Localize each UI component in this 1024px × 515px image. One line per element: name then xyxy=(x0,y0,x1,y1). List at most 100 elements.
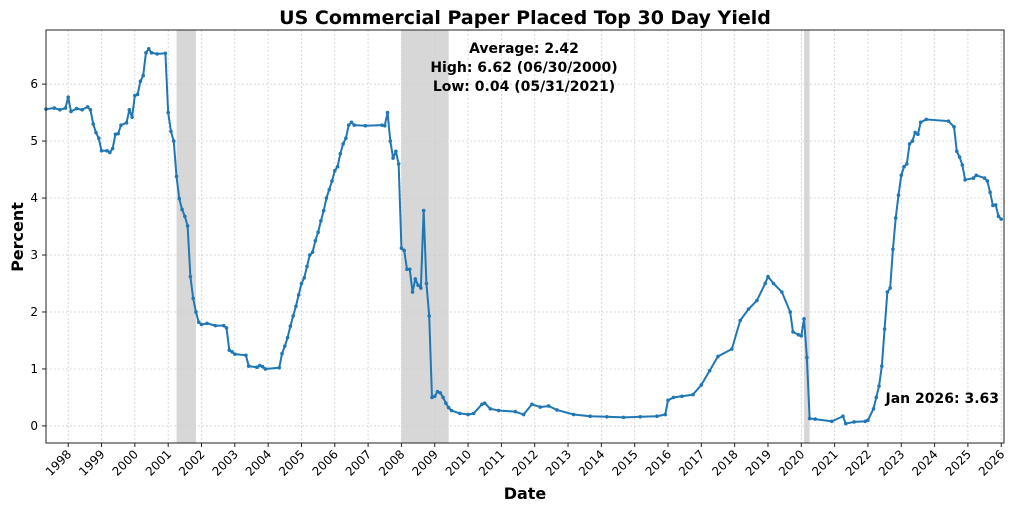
data-point xyxy=(299,281,304,286)
data-point xyxy=(296,293,301,297)
x-tick-label: 2015 xyxy=(609,447,640,478)
data-point xyxy=(841,414,845,419)
data-point xyxy=(902,164,906,169)
data-point xyxy=(138,79,143,84)
y-tick-label: 3 xyxy=(30,248,38,262)
data-point xyxy=(716,354,720,359)
data-point xyxy=(843,421,848,426)
x-tick-label: 2007 xyxy=(343,447,374,478)
data-point xyxy=(996,214,1001,219)
x-tick-label: 2008 xyxy=(376,447,407,478)
data-point xyxy=(766,274,770,279)
data-point xyxy=(324,196,329,200)
y-axis-label: Percent xyxy=(8,202,27,272)
data-point xyxy=(169,129,173,134)
data-point xyxy=(802,317,806,321)
data-point xyxy=(538,405,543,409)
data-point xyxy=(963,178,967,182)
data-point xyxy=(466,412,470,417)
y-tick-label: 4 xyxy=(30,191,38,205)
x-tick-label: 2022 xyxy=(843,447,874,478)
data-point xyxy=(302,276,307,280)
data-point xyxy=(382,123,387,128)
data-point xyxy=(260,364,265,369)
data-point xyxy=(480,402,484,407)
data-point xyxy=(213,323,218,328)
data-point xyxy=(113,132,118,137)
data-point xyxy=(346,123,351,127)
data-point xyxy=(796,332,801,337)
data-point xyxy=(780,290,784,294)
data-point xyxy=(183,214,187,219)
x-tick-label: 2001 xyxy=(143,447,174,478)
plot-frame xyxy=(45,29,1005,444)
data-point xyxy=(338,151,343,156)
data-point xyxy=(413,277,418,281)
data-point xyxy=(730,347,734,351)
x-tick-label: 2006 xyxy=(309,447,340,478)
data-point xyxy=(571,412,576,417)
data-point xyxy=(310,250,315,254)
data-point xyxy=(85,105,90,109)
data-point xyxy=(907,142,912,146)
data-point xyxy=(149,50,154,55)
data-point xyxy=(471,411,476,416)
x-tick-label: 2013 xyxy=(543,447,574,478)
data-point xyxy=(999,217,1004,221)
x-tick-label: 2000 xyxy=(109,447,140,478)
data-point xyxy=(410,290,415,294)
data-point xyxy=(621,415,626,420)
data-point xyxy=(288,324,293,329)
data-point xyxy=(957,155,962,159)
x-tick-label: 2003 xyxy=(209,447,240,478)
data-point xyxy=(513,409,518,414)
data-point xyxy=(638,414,643,419)
data-point xyxy=(96,136,101,141)
data-point xyxy=(146,46,151,51)
data-point xyxy=(388,139,393,143)
data-point xyxy=(69,109,73,114)
data-point xyxy=(88,107,93,112)
data-point xyxy=(230,350,234,354)
recession-band xyxy=(176,30,196,443)
data-point xyxy=(319,219,323,223)
data-point xyxy=(896,193,901,197)
x-tick-label: 2025 xyxy=(943,447,974,478)
data-point xyxy=(191,296,195,301)
data-point xyxy=(946,119,951,123)
annotation-low: Low: 0.04 (05/31/2021) xyxy=(433,79,615,95)
data-point xyxy=(457,411,462,416)
data-point xyxy=(960,163,965,167)
data-point xyxy=(135,92,140,97)
data-point xyxy=(66,95,71,100)
data-point xyxy=(124,121,129,125)
data-point xyxy=(316,230,320,235)
data-point xyxy=(444,401,448,405)
data-point xyxy=(880,364,884,368)
data-point xyxy=(91,122,96,126)
data-point xyxy=(954,149,959,154)
x-tick-label: 2016 xyxy=(643,447,674,478)
data-point xyxy=(277,366,282,370)
data-point xyxy=(885,290,890,294)
data-point xyxy=(105,148,109,153)
data-point xyxy=(99,148,104,153)
data-point xyxy=(407,267,412,272)
data-point xyxy=(205,321,209,326)
data-point xyxy=(441,395,445,400)
data-point xyxy=(305,264,309,269)
x-tick-label: 2017 xyxy=(676,447,707,478)
data-point xyxy=(988,190,992,195)
data-point xyxy=(438,391,443,395)
recession-band xyxy=(804,30,810,443)
data-point xyxy=(335,164,340,169)
data-point xyxy=(155,52,159,56)
data-point xyxy=(991,203,995,208)
x-tick-label: 1999 xyxy=(76,447,107,478)
data-point xyxy=(663,412,668,417)
data-point xyxy=(119,123,123,127)
data-point xyxy=(918,120,923,125)
x-tick-label: 2014 xyxy=(576,447,607,478)
x-axis-label: Date xyxy=(504,484,547,503)
data-point xyxy=(530,402,534,407)
